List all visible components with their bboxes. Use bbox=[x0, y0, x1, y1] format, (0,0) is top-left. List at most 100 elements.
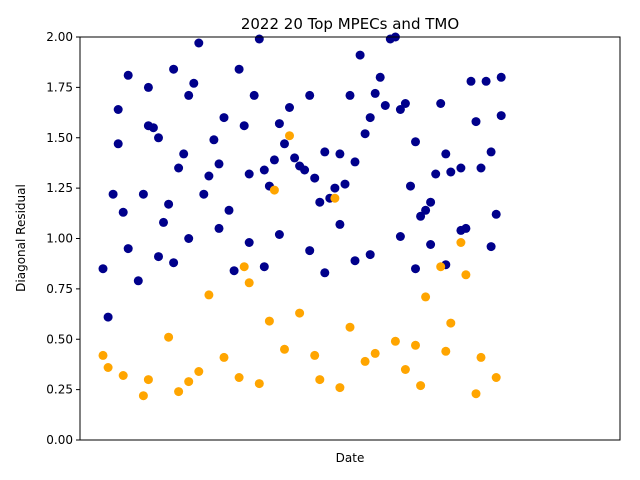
data-point bbox=[239, 121, 249, 131]
data-point bbox=[138, 189, 148, 199]
data-point bbox=[481, 76, 491, 86]
data-point bbox=[335, 149, 345, 159]
data-point bbox=[370, 348, 380, 358]
data-point bbox=[269, 185, 279, 195]
data-point bbox=[113, 105, 123, 114]
data-point bbox=[184, 377, 194, 387]
y-axis-label: Diagonal Residual bbox=[14, 184, 28, 292]
data-point bbox=[395, 232, 405, 241]
data-point bbox=[496, 72, 506, 82]
y-tick-label: 1.75 bbox=[46, 80, 73, 94]
data-point bbox=[123, 70, 133, 80]
data-point bbox=[259, 165, 269, 175]
data-point bbox=[446, 167, 456, 177]
data-point bbox=[214, 159, 224, 169]
data-point bbox=[154, 252, 163, 262]
data-point bbox=[143, 375, 153, 385]
data-point bbox=[264, 316, 274, 326]
data-point bbox=[466, 76, 476, 86]
data-point bbox=[406, 181, 415, 191]
chart-title: 2022 20 Top MPECs and TMO bbox=[241, 15, 459, 33]
data-point bbox=[471, 117, 481, 127]
data-point bbox=[103, 363, 113, 372]
data-point bbox=[395, 105, 405, 114]
data-point bbox=[98, 264, 108, 274]
data-point bbox=[98, 350, 108, 360]
x-axis-label: Date bbox=[336, 451, 365, 465]
data-point bbox=[416, 211, 426, 221]
data-point bbox=[169, 64, 179, 74]
data-point bbox=[471, 389, 481, 399]
data-point bbox=[431, 169, 441, 179]
data-point bbox=[174, 387, 184, 397]
data-point bbox=[345, 322, 355, 332]
data-point bbox=[421, 205, 431, 215]
data-point bbox=[274, 230, 284, 239]
data-point bbox=[375, 72, 385, 82]
data-point bbox=[486, 242, 496, 252]
data-point bbox=[204, 171, 214, 181]
data-point bbox=[355, 50, 365, 60]
data-point bbox=[350, 256, 360, 266]
data-point bbox=[103, 312, 113, 322]
data-point bbox=[461, 270, 471, 280]
data-point bbox=[426, 197, 436, 207]
data-point bbox=[411, 264, 420, 274]
data-point bbox=[335, 383, 345, 393]
y-tick-label: 0.75 bbox=[46, 282, 73, 296]
data-point bbox=[285, 131, 294, 141]
data-point bbox=[491, 209, 501, 219]
data-point bbox=[269, 155, 279, 165]
data-point bbox=[421, 292, 431, 302]
data-point bbox=[310, 350, 320, 360]
y-tick-label: 0.50 bbox=[46, 332, 73, 346]
data-point bbox=[456, 238, 466, 247]
data-point bbox=[169, 258, 179, 268]
data-point bbox=[113, 139, 123, 149]
data-point bbox=[280, 344, 289, 354]
data-point bbox=[280, 139, 289, 149]
data-point bbox=[416, 381, 426, 391]
data-point bbox=[360, 356, 370, 366]
data-point bbox=[290, 153, 300, 163]
data-point bbox=[133, 276, 143, 286]
data-point bbox=[184, 90, 194, 100]
y-tick-label: 1.00 bbox=[46, 232, 73, 246]
data-point bbox=[164, 332, 174, 342]
data-point bbox=[244, 278, 254, 288]
data-point bbox=[204, 290, 214, 300]
data-point bbox=[380, 101, 390, 110]
data-point bbox=[148, 123, 158, 133]
data-point bbox=[315, 375, 325, 385]
data-point bbox=[244, 169, 254, 179]
data-point bbox=[199, 189, 209, 199]
data-point bbox=[441, 149, 451, 159]
data-point bbox=[259, 262, 269, 272]
data-point bbox=[118, 207, 128, 217]
data-point bbox=[330, 193, 340, 203]
data-point bbox=[305, 90, 315, 100]
data-point bbox=[300, 165, 310, 175]
y-tick-label: 0.00 bbox=[46, 433, 73, 447]
data-point bbox=[224, 205, 234, 215]
y-axis-ticks: 0.00 0.25 0.50 0.75 1.00 1.25 1.50 1.75 2.00 bbox=[46, 30, 80, 447]
data-point bbox=[214, 223, 224, 233]
data-point bbox=[365, 113, 375, 123]
data-point bbox=[295, 308, 305, 318]
data-point bbox=[239, 262, 249, 272]
data-point bbox=[219, 113, 229, 123]
data-point bbox=[476, 163, 486, 173]
data-point bbox=[486, 147, 496, 157]
data-point bbox=[108, 189, 118, 199]
data-point bbox=[390, 336, 400, 346]
data-point bbox=[340, 179, 350, 189]
data-point bbox=[194, 38, 204, 48]
data-point bbox=[436, 99, 446, 108]
data-point bbox=[360, 129, 370, 139]
data-point bbox=[234, 64, 244, 74]
data-point bbox=[184, 234, 194, 243]
data-point bbox=[285, 103, 294, 112]
data-point bbox=[456, 163, 466, 173]
data-point bbox=[456, 225, 466, 235]
